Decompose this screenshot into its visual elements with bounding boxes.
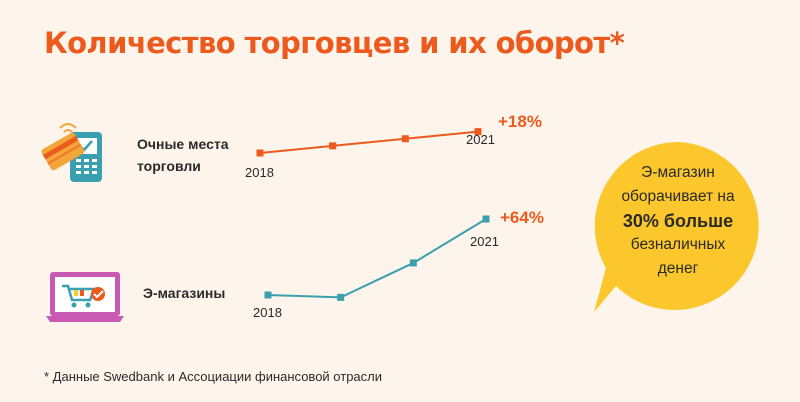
row-label-online: Э-магазины (143, 285, 226, 301)
data-point-online-2021 (482, 215, 490, 223)
row-label-physical-line1: Очные места (137, 136, 229, 152)
data-point-online-2020 (409, 259, 417, 267)
callout-highlight: 30% больше (622, 211, 734, 231)
footnote: * Данные Swedbank и Ассоциации финансово… (44, 369, 382, 384)
start-year-physical: 2018 (245, 165, 274, 180)
data-point-physical-2019 (329, 142, 337, 150)
series-line-online (267, 218, 487, 299)
callout-text: Э-магазин оборачивает на 30% больше безн… (588, 161, 768, 281)
row-label-physical: Очные места торговли (137, 133, 229, 177)
callout-line4: безналичных (630, 236, 726, 253)
data-point-physical-2021 (474, 128, 482, 136)
change-online: +64% (500, 208, 544, 227)
callout-line5: денег (657, 260, 699, 277)
end-year-physical: 2021 (466, 132, 495, 147)
callout-bubble: Э-магазин оборачивает на 30% больше безн… (588, 140, 768, 320)
page-title: Количество торговцев и их оборот* (44, 26, 625, 60)
laptop-shopping-cart-icon (46, 272, 124, 322)
callout-bubble-shape (594, 142, 759, 312)
data-point-online-2018 (264, 291, 272, 299)
end-year-online: 2021 (470, 234, 499, 249)
callout-line2: оборачивает на (621, 188, 735, 205)
data-point-online-2019 (337, 293, 345, 301)
callout-line1: Э-магазин (641, 164, 715, 181)
data-point-physical-2018 (256, 149, 264, 157)
data-point-physical-2020 (401, 135, 409, 143)
series-line-physical (259, 130, 479, 154)
row-label-physical-line2: торговли (137, 158, 201, 174)
card-payment-terminal-icon (41, 123, 102, 182)
change-physical: +18% (498, 112, 542, 131)
start-year-online: 2018 (253, 305, 282, 320)
